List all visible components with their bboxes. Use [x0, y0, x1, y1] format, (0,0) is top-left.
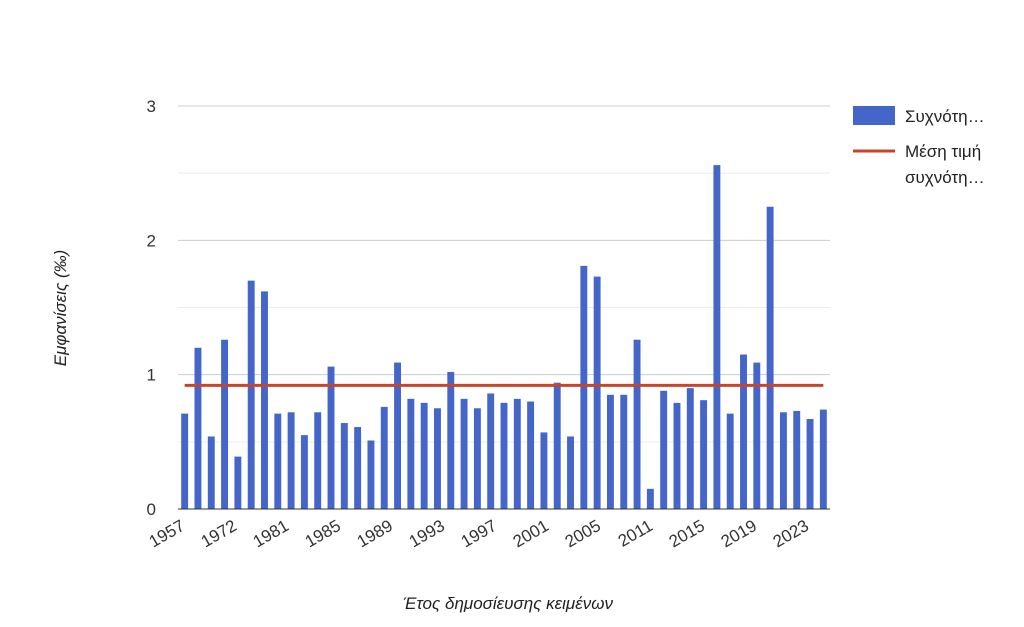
bar	[434, 408, 441, 509]
bar	[646, 488, 654, 509]
bar	[660, 390, 668, 509]
bar	[593, 276, 601, 509]
bar	[447, 371, 455, 509]
bar	[633, 339, 641, 509]
x-tick-label: 1997	[458, 516, 500, 551]
bar	[314, 412, 322, 509]
bar	[580, 265, 588, 509]
bar	[806, 418, 814, 509]
bar	[500, 402, 508, 509]
bar	[606, 394, 614, 509]
x-tick-label: 1985	[302, 516, 344, 551]
bar	[327, 366, 335, 509]
bar	[513, 398, 521, 509]
legend-label-mean-1: Μέση τιμή	[905, 142, 981, 161]
bar	[766, 206, 774, 509]
bar	[540, 432, 548, 509]
bar	[819, 409, 827, 509]
x-tick-label: 2005	[562, 516, 604, 551]
bar	[234, 456, 242, 509]
x-tick-label: 1993	[406, 516, 448, 551]
bar	[620, 394, 628, 509]
bar	[221, 339, 229, 509]
x-tick-label: 1989	[354, 516, 396, 551]
bar	[527, 401, 535, 509]
y-tick-labels: 0 1 2 3	[147, 97, 156, 519]
y-tick-label: 0	[147, 500, 156, 519]
legend-label-mean-2: συχνότη…	[905, 168, 985, 187]
legend-label-bars: Συχνότη…	[905, 107, 985, 126]
bar	[567, 436, 574, 509]
x-tick-label: 1972	[198, 516, 240, 551]
bar	[673, 402, 681, 509]
y-tick-label: 3	[147, 97, 156, 116]
x-tick-label: 2001	[510, 516, 552, 551]
bar	[553, 382, 561, 509]
bar	[394, 362, 402, 509]
bar	[473, 408, 481, 509]
x-tick-label: 2011	[615, 516, 656, 551]
bar	[793, 410, 801, 509]
bar	[460, 398, 468, 509]
bar	[700, 400, 708, 509]
x-tick-label: 2023	[770, 516, 812, 551]
x-tick-label: 2015	[666, 516, 708, 551]
bar	[367, 440, 375, 509]
x-tick-label: 1957	[146, 516, 188, 551]
bar	[420, 402, 428, 509]
bar	[753, 362, 761, 509]
bar	[726, 413, 734, 509]
bar	[194, 347, 202, 509]
x-axis-title: Έτος δημοσίευσης κειμένων	[403, 594, 613, 613]
x-tick-labels: 1957 1972 1981 1985 1989 1993 1997 2001 2005 2011…	[146, 516, 812, 551]
bar	[247, 280, 255, 509]
bar	[407, 398, 415, 509]
y-tick-label: 2	[147, 231, 156, 250]
bar	[287, 412, 295, 509]
y-axis-title: Εμφανίσεις (‰)	[51, 250, 70, 367]
bar	[300, 435, 308, 509]
x-tick-label: 2019	[718, 516, 760, 551]
bars	[181, 165, 827, 509]
bar	[274, 413, 282, 509]
bar	[487, 393, 495, 509]
legend-swatch-bars	[853, 106, 895, 125]
legend: Συχνότη… Μέση τιμή συχνότη…	[853, 106, 985, 187]
bar	[779, 412, 787, 509]
bar	[181, 413, 189, 509]
gridlines	[178, 105, 830, 510]
bar	[207, 436, 215, 509]
bar	[740, 354, 747, 509]
bar	[340, 423, 348, 509]
y-tick-label: 1	[147, 366, 156, 385]
bar	[354, 427, 362, 509]
bar	[261, 291, 268, 509]
bar	[380, 406, 388, 509]
x-tick-label: 1981	[250, 516, 292, 551]
bar	[686, 388, 694, 509]
bar	[713, 165, 721, 509]
